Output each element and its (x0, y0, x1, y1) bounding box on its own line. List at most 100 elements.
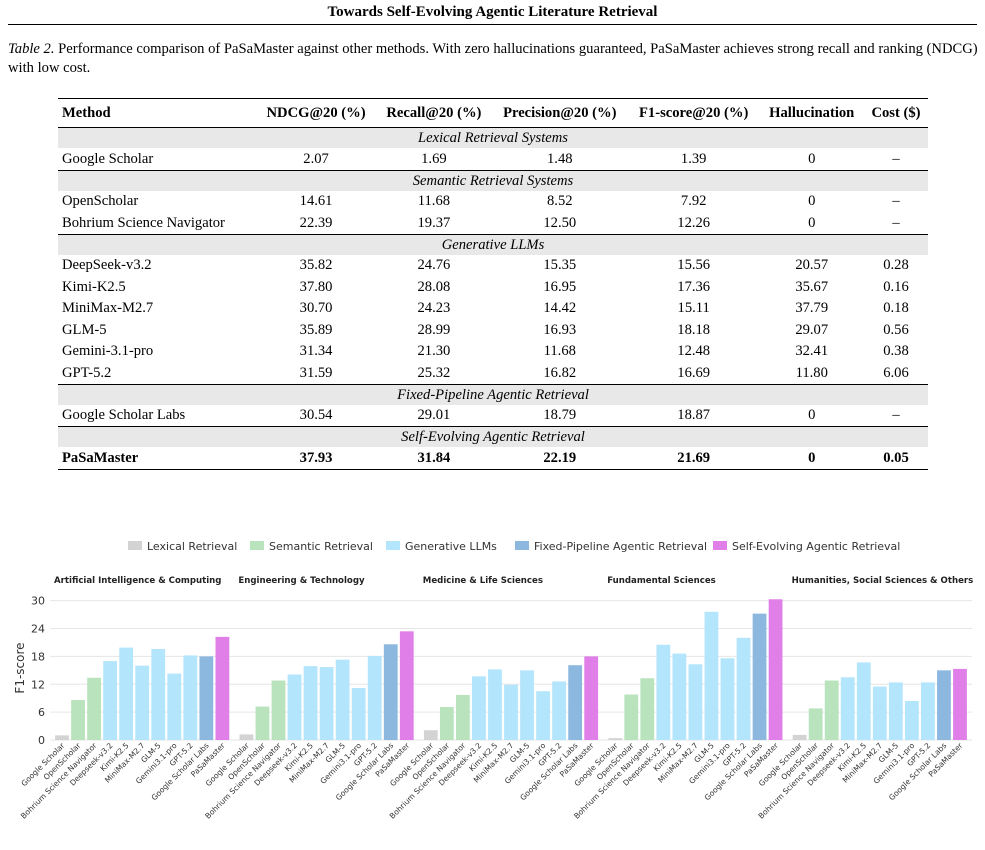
header-f1: F1-score@20 (%) (627, 98, 760, 128)
legend-swatch (250, 541, 264, 550)
method-cell: Bohrium Science Navigator (62, 214, 225, 231)
value-cell: 0.16 (883, 278, 909, 295)
value-cell: 37.79 (795, 300, 829, 317)
bar (824, 680, 839, 740)
value-cell: – (892, 214, 900, 231)
table-row: Kimi-K2.5 37.80 28.08 16.95 17.36 35.67 0.16 (58, 276, 928, 298)
legend-swatch (713, 541, 727, 550)
group-row: Generative LLMs (58, 233, 928, 255)
bar (872, 686, 887, 740)
bar (888, 682, 903, 740)
value-cell: – (892, 193, 900, 210)
y-tick-label: 24 (31, 623, 45, 636)
bar (488, 669, 502, 740)
legend-label: Generative LLMs (405, 540, 497, 553)
bar (840, 677, 855, 740)
table-row: Gemini-3.1-pro 31.34 21.30 11.68 12.48 32.41 0… (58, 341, 928, 363)
bar (536, 691, 550, 740)
table-row: DeepSeek-v3.2 35.82 24.76 15.35 15.56 20.57 0.… (58, 255, 928, 277)
value-cell: 31.84 (376, 447, 492, 470)
bar (552, 681, 567, 740)
bar (704, 611, 719, 740)
bar (736, 637, 751, 740)
panel-title: Humanities, Social Sciences & Others (792, 576, 974, 586)
value-cell: 21.30 (417, 343, 451, 360)
value-cell: 0 (808, 214, 816, 231)
header-rule (8, 24, 977, 25)
bar (640, 678, 655, 740)
bar (215, 636, 230, 740)
value-cell: 1.69 (421, 150, 447, 167)
panel-title: Medicine & Life Sciences (423, 576, 543, 586)
table-row: MiniMax-M2.7 30.70 24.23 14.42 15.11 37.79 0.1… (58, 298, 928, 320)
group-label: Lexical Retrieval Systems (58, 127, 928, 148)
y-tick-label: 12 (31, 678, 45, 691)
table-caption: Table 2. Performance comparison of PaSaM… (8, 40, 983, 78)
value-cell: 0.56 (883, 321, 909, 338)
value-cell: 0 (808, 193, 816, 210)
value-cell: 14.42 (543, 300, 577, 317)
value-cell: 6.06 (883, 364, 909, 381)
legend-swatch (515, 541, 529, 550)
y-tick-label: 30 (31, 595, 45, 608)
legend-swatch (128, 541, 142, 550)
bar (808, 708, 823, 740)
bar (568, 665, 583, 740)
bar (119, 647, 134, 740)
value-cell: 35.67 (795, 278, 829, 295)
header-precision: Precision@20 (%) (491, 98, 628, 128)
value-cell: 25.32 (417, 364, 451, 381)
value-cell: 1.39 (680, 150, 707, 167)
value-cell: – (892, 407, 900, 424)
bar (608, 738, 623, 740)
caption-label: Table 2. (8, 41, 55, 57)
bar (255, 706, 270, 740)
bar (135, 665, 150, 740)
bar (624, 694, 639, 740)
bar (87, 677, 101, 740)
value-cell: 15.11 (677, 300, 710, 317)
legend-label: Self-Evolving Agentic Retrieval (732, 540, 900, 553)
value-cell: 16.95 (543, 278, 577, 295)
header-method: Method (58, 98, 256, 128)
value-cell: 29.07 (795, 321, 829, 338)
value-cell: 12.26 (677, 214, 711, 231)
value-cell: 22.39 (299, 214, 333, 231)
value-cell: 0.28 (883, 257, 909, 274)
group-label: Fixed-Pipeline Agentic Retrieval (58, 383, 928, 405)
bar (423, 730, 438, 740)
value-cell: 24.76 (417, 257, 451, 274)
bar (287, 674, 302, 740)
bar (271, 680, 286, 740)
bar (167, 673, 182, 740)
header-cost: Cost ($) (863, 98, 928, 128)
bar (383, 644, 398, 740)
value-cell: 1.48 (547, 150, 573, 167)
value-cell: 29.01 (417, 407, 451, 424)
bar (151, 648, 166, 740)
value-cell: 7.92 (680, 193, 707, 210)
value-cell: 31.34 (299, 343, 333, 360)
bar (856, 662, 871, 740)
legend-label: Semantic Retrieval (269, 540, 373, 553)
group-label: Generative LLMs (58, 233, 928, 255)
results-table: Method NDCG@20 (%) Recall@20 (%) Precisi… (58, 98, 928, 470)
value-cell: 35.89 (299, 321, 333, 338)
method-cell: Google Scholar Labs (62, 407, 186, 424)
f1-chart: Lexical Retrieval Semantic Retrieval Gener… (0, 530, 985, 845)
value-cell: 16.69 (677, 364, 711, 381)
bar (504, 684, 518, 740)
table-row: Google Scholar Labs 30.54 29.01 18.79 18.87 0… (58, 405, 928, 427)
method-cell: MiniMax-M2.7 (62, 300, 154, 317)
value-cell: 8.52 (547, 193, 573, 210)
value-cell: 12.50 (543, 214, 577, 231)
value-cell: 30.54 (299, 407, 333, 424)
method-cell: PaSaMaster (58, 447, 256, 470)
value-cell: 0.38 (883, 343, 909, 360)
value-cell: 0 (808, 407, 816, 424)
value-cell: 18.79 (543, 407, 577, 424)
bar (319, 667, 334, 740)
value-cell: 28.99 (417, 321, 451, 338)
bar (953, 668, 967, 740)
bar (752, 613, 767, 740)
